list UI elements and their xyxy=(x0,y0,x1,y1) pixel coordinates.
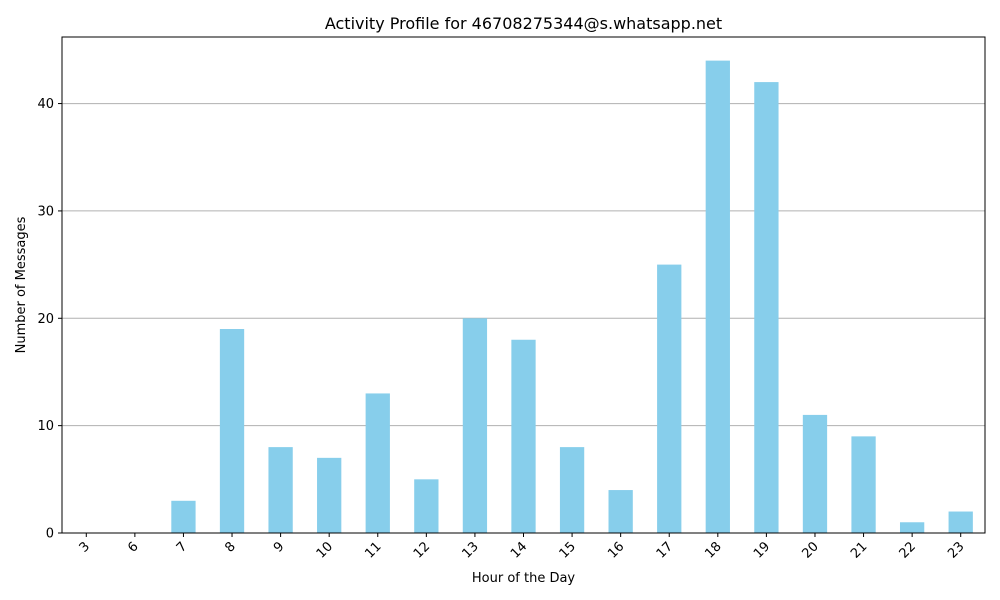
y-axis-label: Number of Messages xyxy=(14,216,29,353)
x-tick-label: 10 xyxy=(314,539,336,561)
bar-hour-21 xyxy=(851,436,876,533)
bar-hour-18 xyxy=(705,60,730,533)
x-tick-label: 6 xyxy=(125,539,141,555)
bar-hour-10 xyxy=(317,457,342,533)
y-tick-label: 40 xyxy=(37,97,54,112)
bar-hour-20 xyxy=(802,414,828,533)
bar-hour-16 xyxy=(608,490,633,533)
bar-hour-8 xyxy=(219,329,245,533)
bar-hour-23 xyxy=(948,511,973,533)
chart-title: Activity Profile for 46708275344@s.whats… xyxy=(325,14,722,33)
bar-hour-14 xyxy=(511,339,536,533)
bar-hour-17 xyxy=(657,264,682,533)
y-tick-label: 20 xyxy=(37,312,54,327)
x-ticks: 3 6 7 8 9 10 11 12 13 14 15 16 17 18 19 20 21 22 23 xyxy=(77,533,968,562)
bar-hour-7 xyxy=(171,500,196,533)
x-tick-label: 3 xyxy=(77,539,93,555)
x-tick-label: 23 xyxy=(945,539,967,561)
y-tick-label: 0 xyxy=(46,527,54,542)
bars xyxy=(171,60,973,533)
x-tick-label: 18 xyxy=(702,539,724,561)
bar-hour-9 xyxy=(268,447,293,533)
x-tick-label: 17 xyxy=(654,539,676,561)
x-tick-label: 19 xyxy=(751,539,773,561)
bar-hour-11 xyxy=(365,393,390,533)
bar-hour-22 xyxy=(899,522,925,533)
x-tick-label: 22 xyxy=(897,539,919,561)
y-tick-label: 10 xyxy=(37,419,54,434)
bar-hour-19 xyxy=(754,82,779,533)
y-tick-label: 30 xyxy=(37,204,54,219)
x-tick-label: 11 xyxy=(362,539,384,561)
x-axis-label: Hour of the Day xyxy=(472,571,576,586)
x-tick-label: 16 xyxy=(605,539,627,561)
x-tick-label: 8 xyxy=(222,539,238,555)
bar-hour-12 xyxy=(414,479,439,533)
x-tick-label: 15 xyxy=(557,539,579,561)
x-tick-label: 12 xyxy=(411,539,433,561)
x-tick-label: 21 xyxy=(848,539,870,561)
x-tick-label: 13 xyxy=(459,539,481,561)
x-tick-label: 7 xyxy=(174,539,190,555)
x-tick-label: 9 xyxy=(271,539,287,555)
y-ticks: 0 10 20 30 40 xyxy=(37,97,62,542)
x-tick-label: 20 xyxy=(799,539,821,561)
bar-hour-15 xyxy=(559,447,585,533)
x-tick-label: 14 xyxy=(508,539,530,561)
bar-hour-13 xyxy=(462,318,488,533)
